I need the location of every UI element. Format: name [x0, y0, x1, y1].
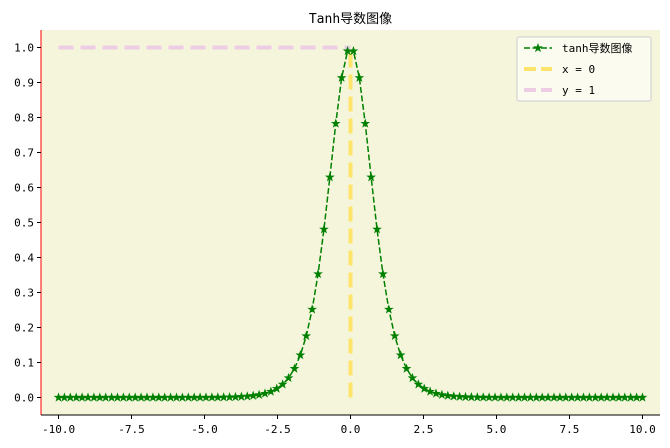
- data-point-marker: [330, 118, 341, 128]
- y-tick-label: 0.9: [14, 77, 34, 90]
- x-tick-label: -2.5: [264, 423, 291, 436]
- data-point-marker: [301, 330, 312, 341]
- data-point-marker: [442, 390, 453, 400]
- x-tick-label: 7.5: [560, 423, 580, 436]
- legend-label: x = 0: [562, 63, 595, 76]
- y-tick-label: 0.5: [14, 217, 34, 230]
- data-point-marker: [383, 304, 394, 314]
- data-point-marker: [295, 350, 306, 360]
- data-point-marker: [378, 268, 388, 279]
- data-point-marker: [289, 363, 300, 373]
- x-tick-label: 10.0: [629, 423, 656, 436]
- data-point-marker: [283, 372, 294, 383]
- data-point-marker: [413, 379, 424, 389]
- data-point-marker: [260, 388, 270, 398]
- data-point-marker: [360, 118, 371, 128]
- series-layer: [53, 45, 648, 402]
- data-point-marker: [254, 389, 264, 399]
- y-tick-label: 0.4: [14, 252, 34, 265]
- x-tick-label: -7.5: [118, 423, 145, 436]
- data-point-marker: [395, 350, 406, 360]
- data-point-marker: [348, 45, 359, 56]
- y-tick-label: 0.3: [14, 287, 34, 300]
- legend-box: [516, 36, 652, 102]
- data-point-marker: [401, 363, 412, 373]
- data-point-marker: [325, 172, 335, 182]
- data-point-marker: [313, 268, 323, 279]
- data-point-marker: [372, 224, 382, 234]
- legend-entries: tanh导数图像 x = 0 y = 1: [524, 42, 633, 97]
- x-tick-label: 0.0: [341, 423, 361, 436]
- y-tick-label: 0.2: [14, 322, 34, 335]
- chart-title: Tanh导数图像: [309, 12, 392, 27]
- data-point-marker: [277, 379, 288, 389]
- data-point-marker: [407, 372, 418, 383]
- data-point-marker: [637, 392, 648, 402]
- x-tick-label: -10.0: [42, 423, 75, 436]
- data-point-marker: [336, 72, 347, 82]
- data-point-marker: [389, 330, 400, 341]
- y-axis: 0.0 0.1 0.2 0.3 0.4 0.5 0.6 0.7 0.8 0.9 1.0: [14, 42, 41, 405]
- data-point-marker: [366, 172, 376, 182]
- data-point-marker: [431, 388, 441, 398]
- series-line-tanh-derivative: [58, 50, 643, 399]
- x-axis: -10.0 -7.5 -5.0 -2.5 0.0 2.5 5.0 7.5 10.0: [42, 415, 656, 436]
- data-point-marker: [437, 389, 447, 399]
- x-tick-label: 5.0: [487, 423, 507, 436]
- legend: tanh导数图像 x = 0 y = 1: [516, 36, 652, 102]
- x-tick-label: -5.0: [191, 423, 218, 436]
- y-tick-label: 0.0: [14, 392, 34, 405]
- data-point-marker: [448, 391, 459, 401]
- y-tick-label: 0.8: [14, 112, 34, 125]
- x-tick-label: 2.5: [414, 423, 434, 436]
- y-tick-label: 1.0: [14, 42, 34, 55]
- data-point-marker: [307, 304, 318, 314]
- data-point-marker: [419, 383, 430, 393]
- data-point-marker: [354, 72, 365, 82]
- data-point-marker: [319, 224, 329, 234]
- y-tick-label: 0.6: [14, 182, 34, 195]
- y-tick-label: 0.7: [14, 147, 34, 160]
- data-point-marker: [271, 383, 282, 393]
- data-point-marker: [266, 386, 276, 396]
- legend-label: tanh导数图像: [562, 42, 633, 55]
- y-tick-label: 0.1: [14, 357, 34, 370]
- legend-label: y = 1: [562, 84, 595, 97]
- legend-marker: [533, 42, 543, 53]
- data-point-marker: [425, 386, 435, 396]
